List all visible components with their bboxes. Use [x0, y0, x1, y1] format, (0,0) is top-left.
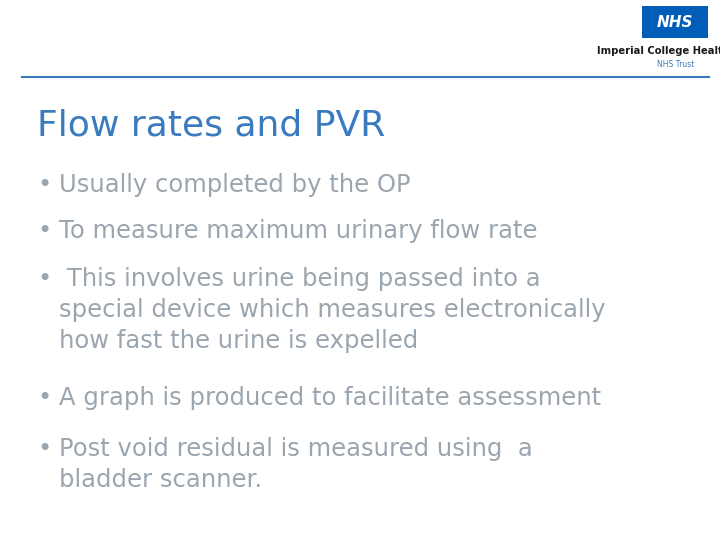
Text: NHS Trust: NHS Trust — [657, 60, 694, 70]
Text: •: • — [37, 173, 52, 197]
FancyBboxPatch shape — [642, 6, 708, 38]
Text: To measure maximum urinary flow rate: To measure maximum urinary flow rate — [59, 219, 538, 242]
Text: This involves urine being passed into a
special device which measures electronic: This involves urine being passed into a … — [59, 267, 606, 353]
Text: Flow rates and PVR: Flow rates and PVR — [37, 108, 386, 142]
Text: •: • — [37, 437, 52, 461]
Text: •: • — [37, 267, 52, 291]
Text: A graph is produced to facilitate assessment: A graph is produced to facilitate assess… — [59, 386, 601, 410]
Text: •: • — [37, 386, 52, 410]
Text: Imperial College Healthcare: Imperial College Healthcare — [597, 46, 720, 57]
Text: •: • — [37, 219, 52, 242]
Text: Usually completed by the OP: Usually completed by the OP — [59, 173, 410, 197]
Text: Post void residual is measured using  a
bladder scanner.: Post void residual is measured using a b… — [59, 437, 533, 492]
Text: NHS: NHS — [657, 15, 693, 30]
